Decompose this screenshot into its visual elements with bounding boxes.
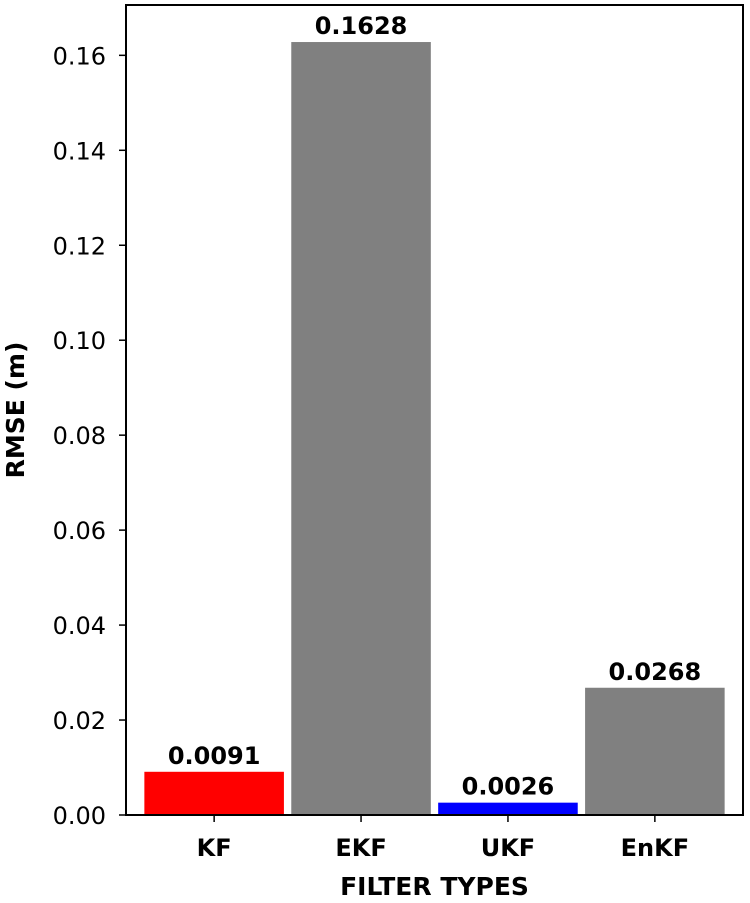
y-tick-label: 0.08 [53,422,106,450]
plot-frame [125,4,744,816]
x-axis-title: FILTER TYPES [340,872,529,901]
x-tick-label-enkf: EnKF [621,834,689,862]
y-tick-label: 0.06 [53,517,106,545]
y-tick-label: 0.00 [53,802,106,830]
y-axis-title: RMSE (m) [1,342,30,479]
bars-layer [144,42,725,815]
bar-kf [144,771,284,815]
y-tick-label: 0.12 [53,232,106,260]
data-label-ekf: 0.1628 [315,12,408,40]
y-tick-label: 0.10 [53,327,106,355]
bar-ukf [438,802,578,815]
x-axis: KF EKF UKF EnKF [197,815,689,862]
data-label-enkf: 0.0268 [609,658,702,686]
bar-ekf [291,42,431,815]
x-tick-label-ukf: UKF [481,834,535,862]
x-tick-label-ekf: EKF [335,834,386,862]
y-tick-label: 0.04 [53,612,106,640]
y-axis: 0.00 0.02 0.04 0.06 0.08 0.10 0.12 0.14 0.16 [53,42,126,830]
y-tick-label: 0.02 [53,707,106,735]
x-tick-label-kf: KF [197,834,232,862]
data-labels-layer: 0.0091 0.1628 0.0026 0.0268 [168,12,701,801]
data-label-ukf: 0.0026 [462,773,555,801]
y-tick-label: 0.14 [53,137,106,165]
data-label-kf: 0.0091 [168,742,261,770]
bar-enkf [585,687,725,815]
y-tick-label: 0.16 [53,42,106,70]
